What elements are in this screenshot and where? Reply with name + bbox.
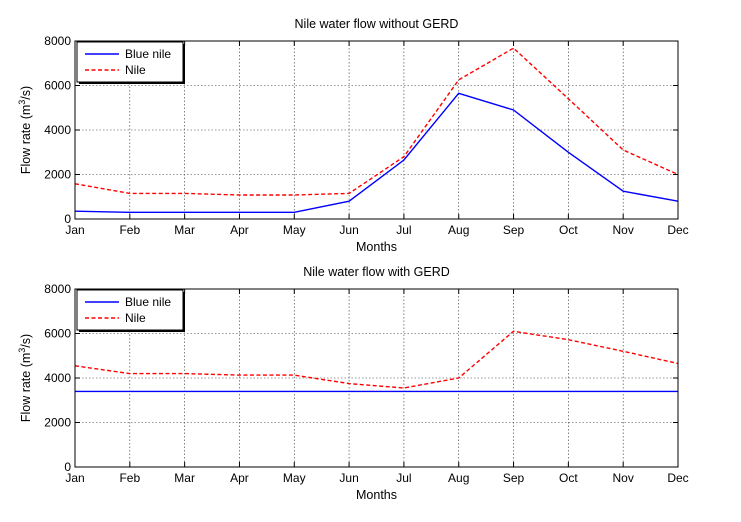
x-tick-label: Aug [448,471,469,485]
series-line-nile [74,330,679,389]
x-tick-label: May [283,223,306,237]
x-tick-label: Jun [339,223,358,237]
x-tick-label: May [283,471,306,485]
x-tick-label: Sep [503,471,525,485]
legend-label: Blue nile [125,295,171,309]
chart-panel-1: Jan Feb Mar Apr May Jun Jul Aug Sep Oct Nov Dec 0 200… [17,17,689,254]
x-tick-label: Jan [65,223,84,237]
y-tick-label: 8000 [44,34,71,48]
legend: Blue nile Nile [76,289,185,332]
series-line-blue-nile [74,92,679,214]
x-tick-label: Mar [174,471,195,485]
y-axis-label: Flow rate (m3/s) [17,334,33,422]
y-tick-label: 0 [64,212,71,226]
legend: Blue nile Nile [76,41,185,84]
axes-box [74,288,679,468]
y-tick-label: 0 [64,460,71,474]
x-tick-label: Apr [230,223,249,237]
x-tick-label: Jul [396,223,411,237]
legend-box [76,41,184,83]
chart-panel-2: Jan Feb Mar Apr May Jun Jul Aug Sep Oct Nov Dec 0 200… [17,265,689,502]
legend-label: Blue nile [125,47,171,61]
y-axis-label: Flow rate (m3/s) [17,86,33,174]
x-axis-label: Months [356,240,397,254]
x-tick-label: Oct [559,471,578,485]
x-tick-label: Mar [174,223,195,237]
y-tick-label: 6000 [44,79,71,93]
x-tick-label: Nov [613,223,634,237]
x-tick-label: Aug [448,223,469,237]
series-line-nile [74,47,679,196]
x-tick-label: Feb [119,471,140,485]
y-tick-label: 4000 [44,123,71,137]
x-tick-label: Apr [230,471,249,485]
chart-title: Nile water flow without GERD [295,17,459,31]
y-tick-label: 2000 [44,168,71,182]
x-tick-label: Feb [119,223,140,237]
legend-label: Nile [125,63,146,77]
x-axis-label: Months [356,488,397,502]
x-tick-label: Dec [667,471,688,485]
axes-box [74,40,679,220]
y-tick-label: 6000 [44,327,71,341]
legend-box [76,289,184,331]
x-tick-label: Nov [613,471,634,485]
x-tick-label: Jun [339,471,358,485]
x-tick-label: Dec [667,223,688,237]
x-tick-label: Oct [559,223,578,237]
y-tick-label: 2000 [44,416,71,430]
x-tick-label: Jul [396,471,411,485]
x-tick-label: Sep [503,223,525,237]
y-tick-label: 8000 [44,282,71,296]
legend-label: Nile [125,311,146,325]
x-tick-label: Jan [65,471,84,485]
y-tick-label: 4000 [44,371,71,385]
chart-title: Nile water flow with GERD [303,265,450,279]
